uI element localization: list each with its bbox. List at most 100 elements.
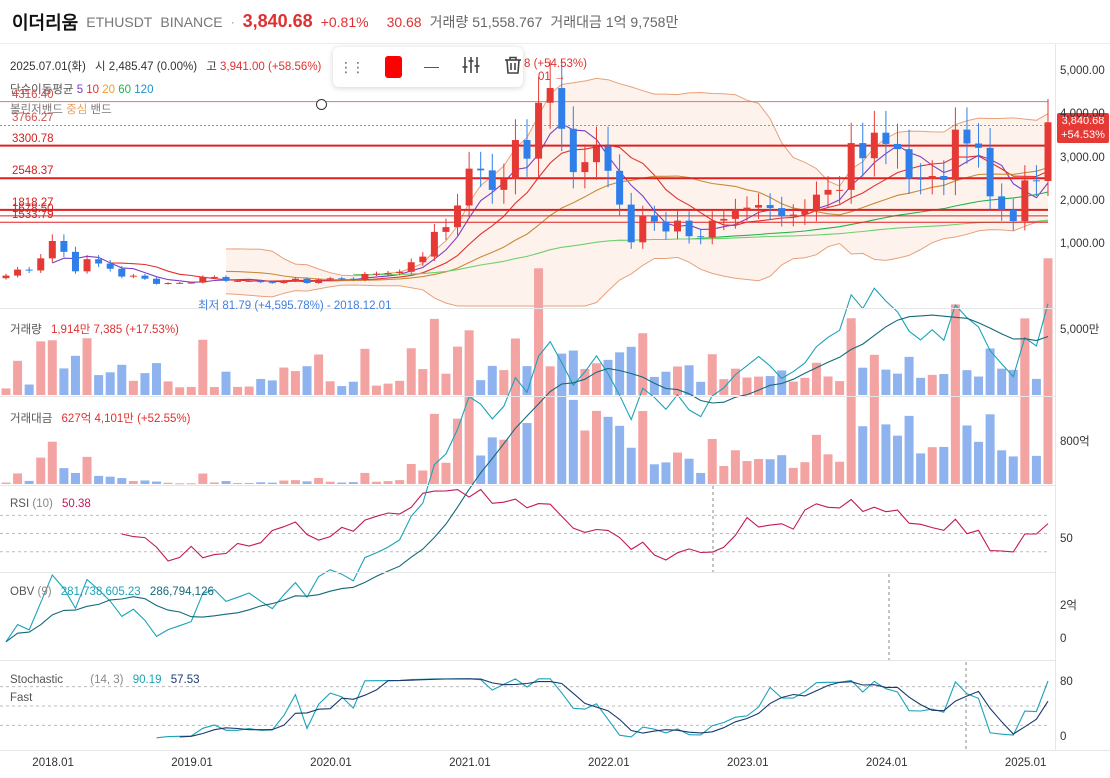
candle-body xyxy=(650,215,658,222)
candle-body xyxy=(349,278,357,280)
volume-bar xyxy=(186,386,196,395)
dot-separator: · xyxy=(230,14,235,29)
candle-body xyxy=(778,208,786,217)
volume-bar xyxy=(94,375,104,395)
volume-bar xyxy=(441,373,451,395)
amount-bar xyxy=(429,413,439,484)
volume-bar xyxy=(985,348,995,395)
trash-icon[interactable] xyxy=(503,55,523,80)
amount-bar xyxy=(869,382,879,484)
candles-group xyxy=(2,59,1052,285)
ma-legend[interactable]: 단순이동평균 5 10 20 60 120 xyxy=(10,81,153,97)
candle-body xyxy=(1032,180,1040,182)
candle-body xyxy=(48,241,56,259)
obv-axis-zero: 0 xyxy=(1060,633,1067,645)
ohlc-info: 2025.07.01(화) 시 2,485.47 (0.00%) 고 3,941… xyxy=(10,58,321,74)
volume-bar xyxy=(24,384,34,395)
ma-period-60: 60 xyxy=(115,84,132,96)
amount-bar xyxy=(128,481,138,484)
amount-bar xyxy=(730,450,740,484)
amount-bar xyxy=(47,441,57,484)
volume-bar xyxy=(673,366,683,395)
panel-divider xyxy=(0,660,1055,661)
amount-bar xyxy=(615,425,625,484)
candle-body xyxy=(153,278,161,284)
volume-bar xyxy=(59,368,69,395)
volume-label: 거래량 xyxy=(429,13,469,30)
price-tag-pct: +54.53% xyxy=(1061,129,1105,141)
candle-body xyxy=(917,178,925,180)
moving-average-10-line xyxy=(110,144,1049,282)
line-style-icon[interactable] xyxy=(423,66,439,68)
candle-body xyxy=(245,280,253,282)
candle-body xyxy=(361,273,369,280)
candle-body xyxy=(106,263,114,269)
amount-bar xyxy=(811,434,821,484)
amount-bar xyxy=(499,439,509,484)
rsi-legend: RSI (10) 50.38 xyxy=(10,498,91,510)
volume-bar xyxy=(47,340,57,395)
amount-bar xyxy=(719,466,729,484)
volume-panel-value: 1,914만 7,385 xyxy=(50,324,123,336)
candle-body xyxy=(523,140,531,159)
amount-bar xyxy=(267,482,277,484)
drag-handle-icon[interactable]: ⋮⋮ xyxy=(339,58,365,75)
amount-bar xyxy=(510,347,520,484)
bb-center-label: 중심 xyxy=(66,104,88,116)
candle-body xyxy=(1044,122,1052,181)
rsi-value: 50.38 xyxy=(62,498,91,510)
volume-bar xyxy=(904,356,914,395)
candle-body xyxy=(222,276,230,281)
stoch-d-line xyxy=(179,678,1049,738)
settings-sliders-icon[interactable] xyxy=(461,55,481,80)
amount-bar xyxy=(661,462,671,484)
candle-body xyxy=(210,276,218,278)
amount-bar xyxy=(406,463,416,484)
amount-bar xyxy=(371,481,381,484)
bb-band-label: 밴드 xyxy=(90,104,112,116)
price-axis-tick: 2,000.00 xyxy=(1060,195,1105,207)
amount-bar xyxy=(649,464,659,484)
amount-bar xyxy=(140,480,150,484)
candle-body xyxy=(986,147,994,197)
volume-bar xyxy=(82,338,92,395)
amount-bar xyxy=(209,482,219,484)
time-axis-tick: 2020.01 xyxy=(310,757,352,769)
stoch-param: (14, 3) xyxy=(90,674,124,686)
amount-bar xyxy=(221,481,231,484)
volume-bar xyxy=(371,385,381,395)
bb-legend[interactable]: 볼린저밴드 중심 밴드 xyxy=(10,101,112,117)
volume-bar xyxy=(835,381,845,395)
volume-bar xyxy=(221,371,231,395)
change-absolute: 30.68 xyxy=(386,13,422,30)
drawing-anchor-handle[interactable] xyxy=(316,99,327,110)
volume-bar xyxy=(707,354,717,395)
amount-bar xyxy=(117,478,127,484)
candle-body xyxy=(801,210,809,215)
volume-bar xyxy=(730,368,740,395)
amount-bar xyxy=(742,461,752,484)
time-axis-tick: 2018.01 xyxy=(32,757,74,769)
asset-name: 이더리움 xyxy=(12,12,79,33)
candle-body xyxy=(697,236,705,238)
candle-body xyxy=(83,259,91,272)
volume-bar xyxy=(1031,378,1041,395)
volume-bar xyxy=(626,346,636,395)
amount-bar-group xyxy=(1,258,1053,485)
candle-body xyxy=(280,280,288,284)
bollinger-lower-line xyxy=(225,221,1049,307)
volume-bar xyxy=(892,373,902,395)
candle-body xyxy=(303,278,311,284)
volume-bar xyxy=(36,341,46,395)
volume-bar xyxy=(615,352,625,395)
symbol-label: ETHUSDT xyxy=(86,13,153,30)
candle-body xyxy=(454,205,462,228)
volume-bar xyxy=(580,368,590,395)
candle-body xyxy=(882,132,890,144)
amount-bar xyxy=(823,454,833,484)
volume-axis-tick: 5,000만 xyxy=(1060,324,1100,336)
volume-bar xyxy=(638,333,648,395)
line-color-swatch[interactable] xyxy=(385,56,402,78)
